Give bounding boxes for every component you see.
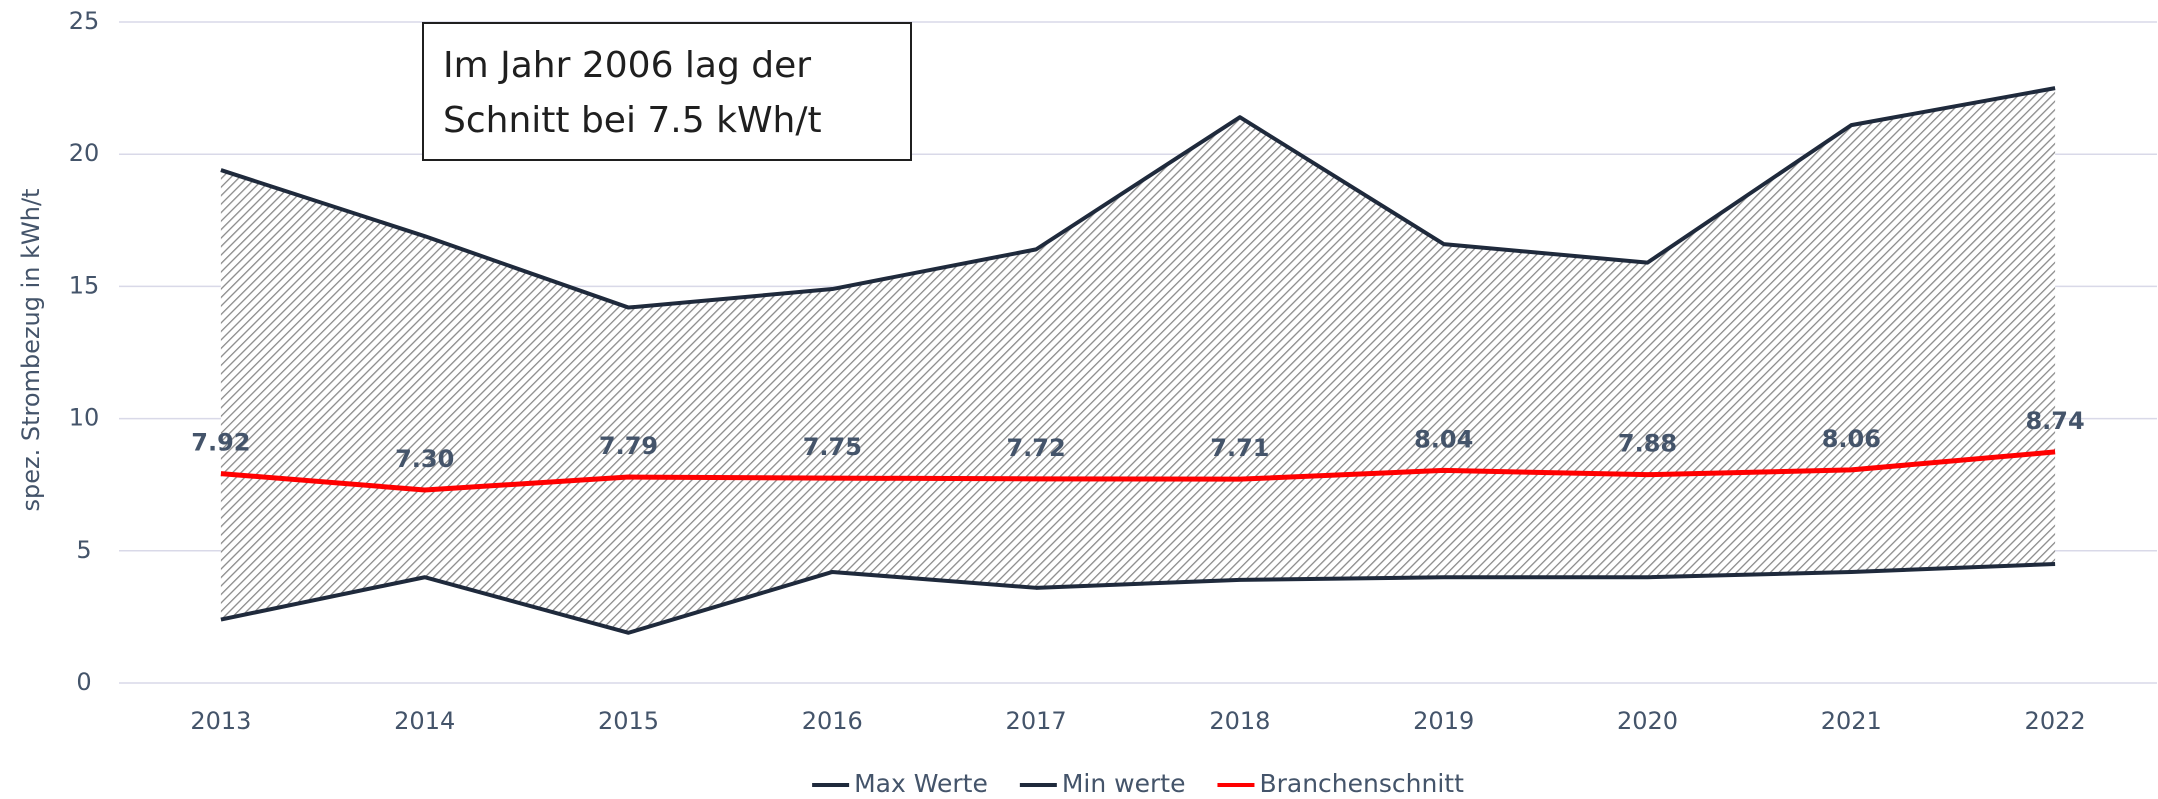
x-tick-label: 2014: [394, 707, 455, 735]
y-tick-label: 0: [76, 668, 91, 696]
x-tick-label: 2016: [802, 707, 863, 735]
data-label: 7.79: [599, 432, 658, 460]
x-tick-label: 2013: [190, 707, 251, 735]
data-label: 7.75: [803, 433, 862, 461]
legend: Max Werte Min werte Branchenschnitt: [812, 769, 1464, 798]
y-tick-label: 5: [76, 536, 91, 564]
series-line: [220, 562, 2056, 635]
legend-label: Min werte: [1062, 769, 1186, 798]
y-tick-label: 10: [69, 404, 100, 432]
x-tick-label: 2020: [1617, 707, 1678, 735]
y-axis-label: spez. Strombezug in kWh/t: [17, 189, 45, 512]
data-label: 7.92: [191, 429, 250, 457]
x-tick-label: 2017: [1006, 707, 1067, 735]
y-tick-label: 20: [69, 139, 100, 167]
y-tick-label: 25: [69, 7, 100, 35]
data-label: 8.74: [2025, 407, 2084, 435]
x-tick-label: 2021: [1821, 707, 1882, 735]
x-tick-label: 2015: [598, 707, 659, 735]
x-tick-label: 2022: [2025, 707, 2086, 735]
legend-label: Max Werte: [854, 769, 988, 798]
data-label: 7.71: [1210, 434, 1269, 462]
x-tick-label: 2018: [1209, 707, 1270, 735]
data-label: 8.04: [1414, 425, 1473, 453]
annotation: Schnitt bei 7.5 kWh/t: [443, 100, 822, 141]
data-label: 7.30: [395, 445, 454, 473]
y-tick-label: 15: [69, 271, 100, 299]
annotation-box: [422, 22, 912, 161]
data-label: 8.06: [1822, 425, 1881, 453]
series-line: [220, 86, 2056, 310]
data-label: 7.72: [1006, 434, 1065, 462]
series-line: [220, 449, 2056, 493]
x-tick-label: 2019: [1413, 707, 1474, 735]
annotation: Im Jahr 2006 lag der: [443, 45, 811, 86]
range-fill: [220, 88, 2056, 633]
legend-label: Branchenschnitt: [1259, 769, 1464, 798]
data-label: 7.88: [1618, 430, 1677, 458]
